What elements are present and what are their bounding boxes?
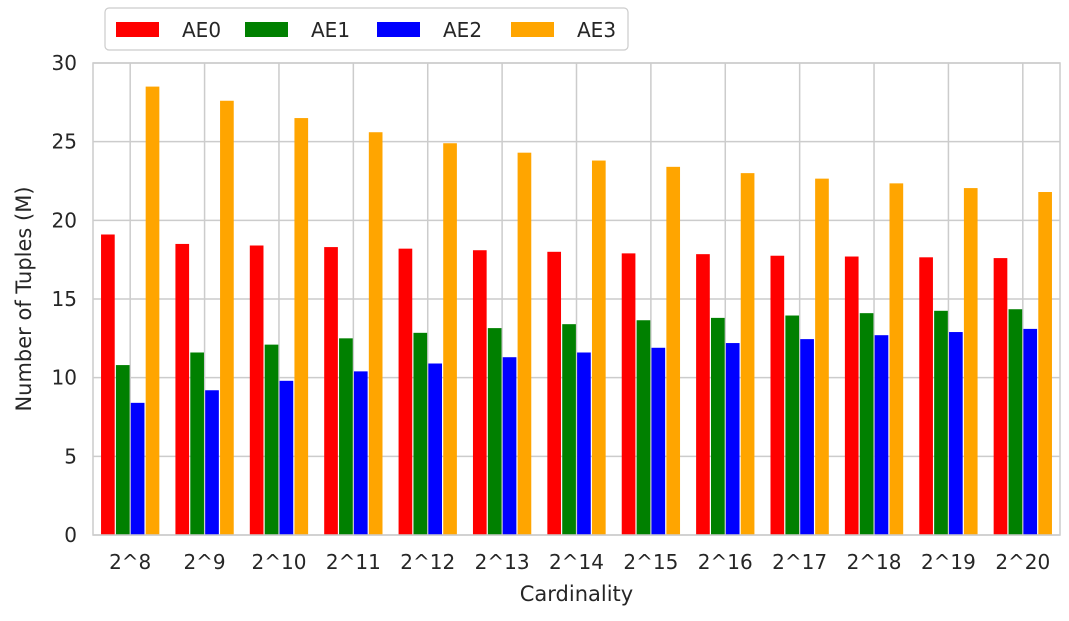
x-axis-label: Cardinality [520, 582, 633, 606]
bar-ae2-2^17 [800, 339, 814, 535]
bar-ae0-2^8 [101, 234, 115, 535]
bar-ae0-2^15 [621, 253, 636, 535]
x-tick-label: 2^10 [251, 550, 306, 574]
bar-ae3-2^12 [443, 143, 457, 536]
bar-ae2-2^9 [205, 390, 219, 535]
bar-ae3-2^19 [963, 188, 978, 535]
y-tick-label: 0 [64, 523, 77, 547]
bar-ae1-2^19 [934, 310, 948, 535]
y-tick-label: 20 [52, 208, 77, 232]
x-tick-label: 2^15 [623, 550, 678, 574]
bar-ae2-2^18 [874, 335, 889, 535]
bar-ae3-2^18 [889, 183, 904, 536]
bar-ae0-2^18 [844, 256, 859, 535]
bar-ae2-2^20 [1023, 328, 1038, 535]
bar-ae3-2^8 [145, 86, 160, 535]
bar-ae1-2^14 [562, 324, 576, 535]
bar-ae1-2^8 [115, 365, 130, 535]
y-tick-label: 15 [52, 287, 77, 311]
bar-ae3-2^16 [740, 173, 755, 535]
legend-frame [104, 7, 629, 51]
bar-ae1-2^15 [636, 320, 651, 535]
bar-ae2-2^16 [725, 343, 740, 535]
bars [101, 86, 1052, 536]
bar-ae1-2^10 [264, 344, 279, 535]
y-tick-label: 5 [64, 444, 77, 468]
bar-ae1-2^16 [710, 317, 725, 535]
bar-ae2-2^14 [577, 352, 591, 535]
x-tick-label: 2^18 [847, 550, 902, 574]
legend-label-ae3: AE3 [577, 18, 616, 42]
bar-ae1-2^11 [339, 338, 353, 535]
plot-frame [92, 62, 1061, 536]
x-tick-label: 2^14 [549, 550, 604, 574]
bar-ae0-2^10 [249, 245, 264, 536]
y-tick-label: 30 [52, 51, 77, 75]
bar-ae2-2^13 [502, 357, 517, 535]
bar-ae0-2^9 [175, 243, 190, 535]
bar-ae3-2^15 [666, 166, 681, 535]
bar-ae3-2^9 [220, 100, 234, 535]
bar-ae2-2^8 [130, 402, 145, 535]
bar-ae2-2^12 [428, 363, 443, 535]
x-tick-label: 2^8 [109, 550, 151, 574]
bar-ae3-2^14 [591, 160, 606, 535]
legend-swatch-ae1 [245, 22, 288, 37]
bar-ae0-2^12 [398, 248, 413, 536]
bar-ae3-2^10 [294, 118, 309, 536]
y-tick-label: 10 [52, 366, 77, 390]
x-tick-label: 2^12 [400, 550, 455, 574]
bar-ae1-2^12 [413, 332, 428, 535]
bar-ae1-2^13 [487, 328, 502, 535]
legend-swatch-ae3 [511, 22, 554, 37]
bar-ae2-2^11 [353, 371, 368, 535]
bar-ae3-2^20 [1038, 192, 1052, 535]
bar-ae3-2^11 [368, 132, 383, 535]
x-tick-label: 2^16 [698, 550, 753, 574]
legend-label-ae0: AE0 [182, 18, 221, 42]
bar-ae1-2^20 [1008, 309, 1023, 535]
x-tick-labels: 2^8 2^9 2^10 2^11 2^12 2^13 2^14 2^15 2^16 2^17 2^… [109, 550, 1050, 574]
legend-swatch-ae0 [116, 22, 159, 37]
bar-ae1-2^9 [190, 352, 204, 535]
bar-ae3-2^17 [815, 178, 829, 535]
legend-swatch-ae2 [377, 22, 420, 37]
x-tick-label: 2^9 [183, 550, 225, 574]
bar-ae0-2^11 [324, 247, 338, 535]
bar-ae0-2^17 [770, 255, 785, 535]
bar-ae1-2^17 [785, 315, 800, 535]
bar-ae0-2^14 [547, 251, 562, 536]
bar-ae0-2^19 [919, 257, 933, 535]
x-tick-label: 2^19 [921, 550, 976, 574]
y-axis-label: Number of Tuples (M) [12, 186, 36, 411]
bar-ae0-2^13 [472, 250, 487, 535]
bar-ae2-2^19 [949, 332, 963, 535]
legend-label-ae1: AE1 [311, 18, 350, 42]
x-tick-label: 2^11 [326, 550, 381, 574]
x-tick-label: 2^13 [475, 550, 530, 574]
bar-ae2-2^15 [651, 347, 666, 535]
bar-ae0-2^20 [993, 258, 1008, 535]
bar-ae3-2^13 [517, 152, 532, 535]
bar-ae0-2^16 [696, 254, 710, 535]
y-tick-label: 25 [52, 130, 77, 154]
grid-lines [93, 62, 1060, 536]
legend-label-ae2: AE2 [443, 18, 482, 42]
bar-ae1-2^18 [859, 313, 874, 535]
x-tick-label: 2^17 [772, 550, 827, 574]
x-tick-label: 2^20 [995, 550, 1050, 574]
bar-ae2-2^10 [279, 380, 294, 535]
legend: AE0 AE1 AE2 AE3 [104, 7, 629, 51]
y-tick-labels: 0 5 10 15 20 25 30 [52, 51, 77, 547]
